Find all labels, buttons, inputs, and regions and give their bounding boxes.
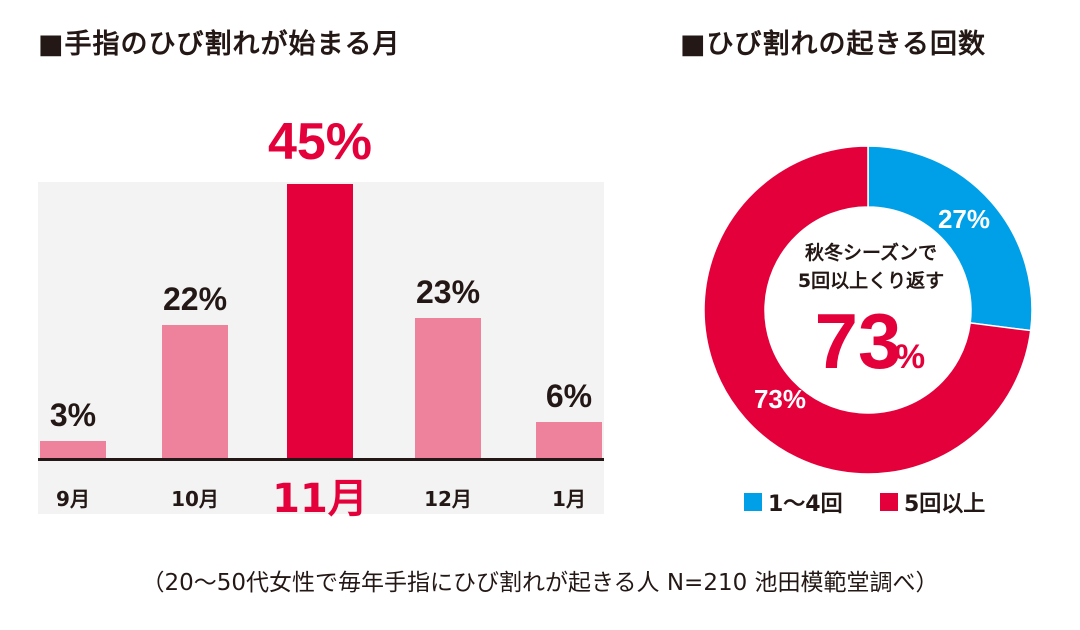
donut-chart: 27% 73% 秋冬シーズンで 5回以上くり返す 73 % [703, 145, 1033, 475]
legend-swatch-2 [880, 493, 898, 511]
x-tick-label-3: 11月 [272, 476, 368, 522]
donut-slice-1 [867, 145, 1033, 332]
donut-center-unit: % [895, 338, 925, 376]
donut-center-line1: 秋冬シーズンで [805, 241, 937, 264]
donut-slice-label-2: 73% [754, 384, 806, 414]
donut-center-value: 73 [815, 297, 902, 385]
bar-1 [40, 440, 106, 459]
bar-3 [287, 184, 353, 459]
survey-footnote: （20〜50代女性で毎年手指にひび割れが起きる人 N=210 池田模範堂調べ） [141, 570, 939, 596]
bar-value-label-2: 22% [162, 280, 228, 317]
x-tick-label-2: 10月 [171, 487, 219, 511]
donut-slice-2 [703, 145, 1032, 475]
x-tick-label-1: 9月 [56, 487, 90, 511]
bar-chart-title: ■手指のひび割れが始まる月 [38, 29, 401, 60]
bar-value-label-4: 23% [415, 274, 481, 311]
donut-center-line2: 5回以上くり返す [798, 270, 944, 292]
x-tick-label-4: 12月 [424, 487, 472, 511]
legend-swatch-1 [744, 493, 762, 511]
bar-value-label-3: 45% [267, 113, 373, 171]
bar-chart-baseline [38, 458, 604, 461]
bar-value-label-1: 3% [49, 396, 97, 433]
legend-label-2: 5回以上 [904, 492, 986, 517]
legend-label-1: 1〜4回 [768, 492, 843, 517]
bar-value-label-5: 6% [545, 378, 593, 415]
bar-4 [415, 318, 481, 459]
bar-5 [536, 422, 602, 459]
bar-2 [162, 324, 228, 459]
legend-item-1: 1〜4回 [744, 486, 843, 518]
donut-chart-title: ■ひび割れの起きる回数 [680, 29, 986, 60]
donut-slice-label-1: 27% [938, 204, 990, 234]
x-tick-label-5: 1月 [552, 487, 586, 511]
legend-item-2: 5回以上 [880, 486, 985, 518]
